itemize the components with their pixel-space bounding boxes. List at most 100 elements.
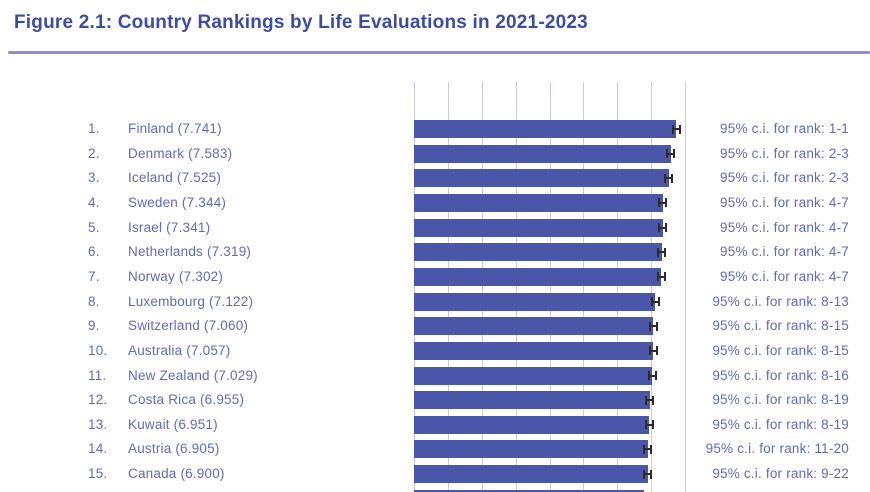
rank-label: 9. (88, 318, 100, 334)
error-whisker (644, 420, 654, 430)
gridline (447, 82, 449, 492)
rank-label: 2. (88, 145, 100, 161)
ci-label: 95% c.i. for rank: 8-15 (712, 318, 849, 334)
rank-label: 6. (88, 244, 100, 260)
error-whisker (666, 149, 676, 159)
whisker-line (657, 251, 667, 254)
partial-bar (414, 489, 645, 492)
country-label: Iceland (7.525) (128, 170, 222, 186)
rank-label: 5. (88, 219, 100, 235)
value-bar (414, 144, 671, 163)
rank-label: 11. (88, 367, 107, 383)
value-bar (414, 341, 654, 360)
whisker-cap (671, 173, 674, 183)
gridline (651, 82, 653, 492)
value-bar (414, 415, 650, 434)
rank-label: 12. (88, 392, 108, 408)
whisker-line (656, 275, 666, 278)
gridline (481, 82, 483, 492)
ci-label: 95% c.i. for rank: 8-16 (712, 367, 849, 383)
value-bar (414, 440, 648, 459)
error-whisker (650, 297, 660, 307)
whisker-line (647, 374, 657, 377)
error-whisker (648, 346, 658, 356)
whisker-cap (678, 124, 681, 134)
value-bar (414, 120, 677, 138)
error-whisker (647, 371, 657, 380)
whisker-line (648, 349, 658, 352)
value-bar (414, 243, 662, 262)
error-whisker (658, 223, 668, 233)
error-whisker (658, 198, 668, 208)
country-label: Finland (7.741) (128, 121, 222, 136)
country-label: Kuwait (6.951) (128, 416, 218, 432)
whisker-cap (665, 223, 668, 233)
rank-label: 10. (88, 342, 108, 358)
title-rule (8, 51, 870, 54)
whisker-cap (665, 198, 668, 208)
ci-label: 95% c.i. for rank: 8-13 (712, 293, 849, 309)
whisker-line (658, 201, 668, 204)
error-whisker (671, 124, 681, 134)
value-bar (414, 193, 663, 212)
country-label: Australia (7.057) (128, 342, 231, 358)
country-label: New Zealand (7.029) (128, 367, 258, 383)
figure-title: Figure 2.1: Country Rankings by Life Eva… (14, 12, 588, 33)
whisker-cap (651, 420, 654, 430)
rank-label: 14. (88, 441, 108, 457)
value-bar (414, 292, 656, 311)
whisker-cap (652, 395, 655, 405)
whisker-line (643, 448, 653, 451)
ci-label: 95% c.i. for rank: 4-7 (720, 268, 849, 284)
whisker-line (664, 177, 674, 180)
value-bar (414, 218, 663, 237)
ci-label: 95% c.i. for rank: 4-7 (720, 194, 849, 210)
whisker-cap (663, 272, 666, 282)
gridline (617, 82, 619, 492)
rank-label: 1. (88, 121, 100, 136)
error-whisker (656, 272, 666, 282)
error-whisker (645, 395, 655, 405)
value-bar (414, 317, 654, 336)
ci-label: 95% c.i. for rank: 2-3 (720, 145, 849, 161)
whisker-cap (650, 444, 653, 454)
rank-label: 13. (88, 416, 108, 432)
ci-label: 95% c.i. for rank: 8-15 (712, 342, 849, 358)
gridline (549, 82, 551, 492)
whisker-cap (657, 297, 660, 307)
rank-label: 4. (88, 194, 100, 210)
whisker-cap (664, 247, 667, 257)
country-label: Sweden (7.344) (128, 194, 227, 210)
country-label: Canada (6.900) (128, 466, 225, 482)
country-label: Austria (6.905) (128, 441, 220, 457)
whisker-cap (655, 321, 658, 331)
whisker-cap (673, 149, 676, 159)
country-label: Israel (7.341) (128, 219, 211, 235)
ci-label: 95% c.i. for rank: 4-7 (720, 219, 849, 235)
value-bar (414, 366, 653, 385)
country-label: Switzerland (7.060) (128, 318, 249, 334)
country-label: Norway (7.302) (128, 268, 224, 284)
whisker-line (645, 399, 655, 402)
whisker-cap (650, 469, 653, 479)
ci-label: 95% c.i. for rank: 1-1 (720, 121, 849, 136)
rank-label: 15. (88, 466, 108, 482)
country-label: Netherlands (7.319) (128, 244, 252, 260)
rank-label: 8. (88, 293, 100, 309)
error-whisker (643, 444, 653, 454)
ci-label: 95% c.i. for rank: 2-3 (720, 170, 849, 186)
gridline (583, 82, 585, 492)
ci-label: 95% c.i. for rank: 8-19 (712, 416, 849, 432)
rank-label: 3. (88, 170, 100, 186)
whisker-line (658, 226, 668, 229)
whisker-line (648, 325, 658, 328)
whisker-line (644, 423, 654, 426)
error-whisker (643, 469, 653, 479)
gridline (685, 82, 686, 492)
whisker-cap (655, 346, 658, 356)
whisker-line (650, 300, 660, 303)
error-whisker (664, 173, 674, 183)
error-whisker (657, 247, 667, 257)
